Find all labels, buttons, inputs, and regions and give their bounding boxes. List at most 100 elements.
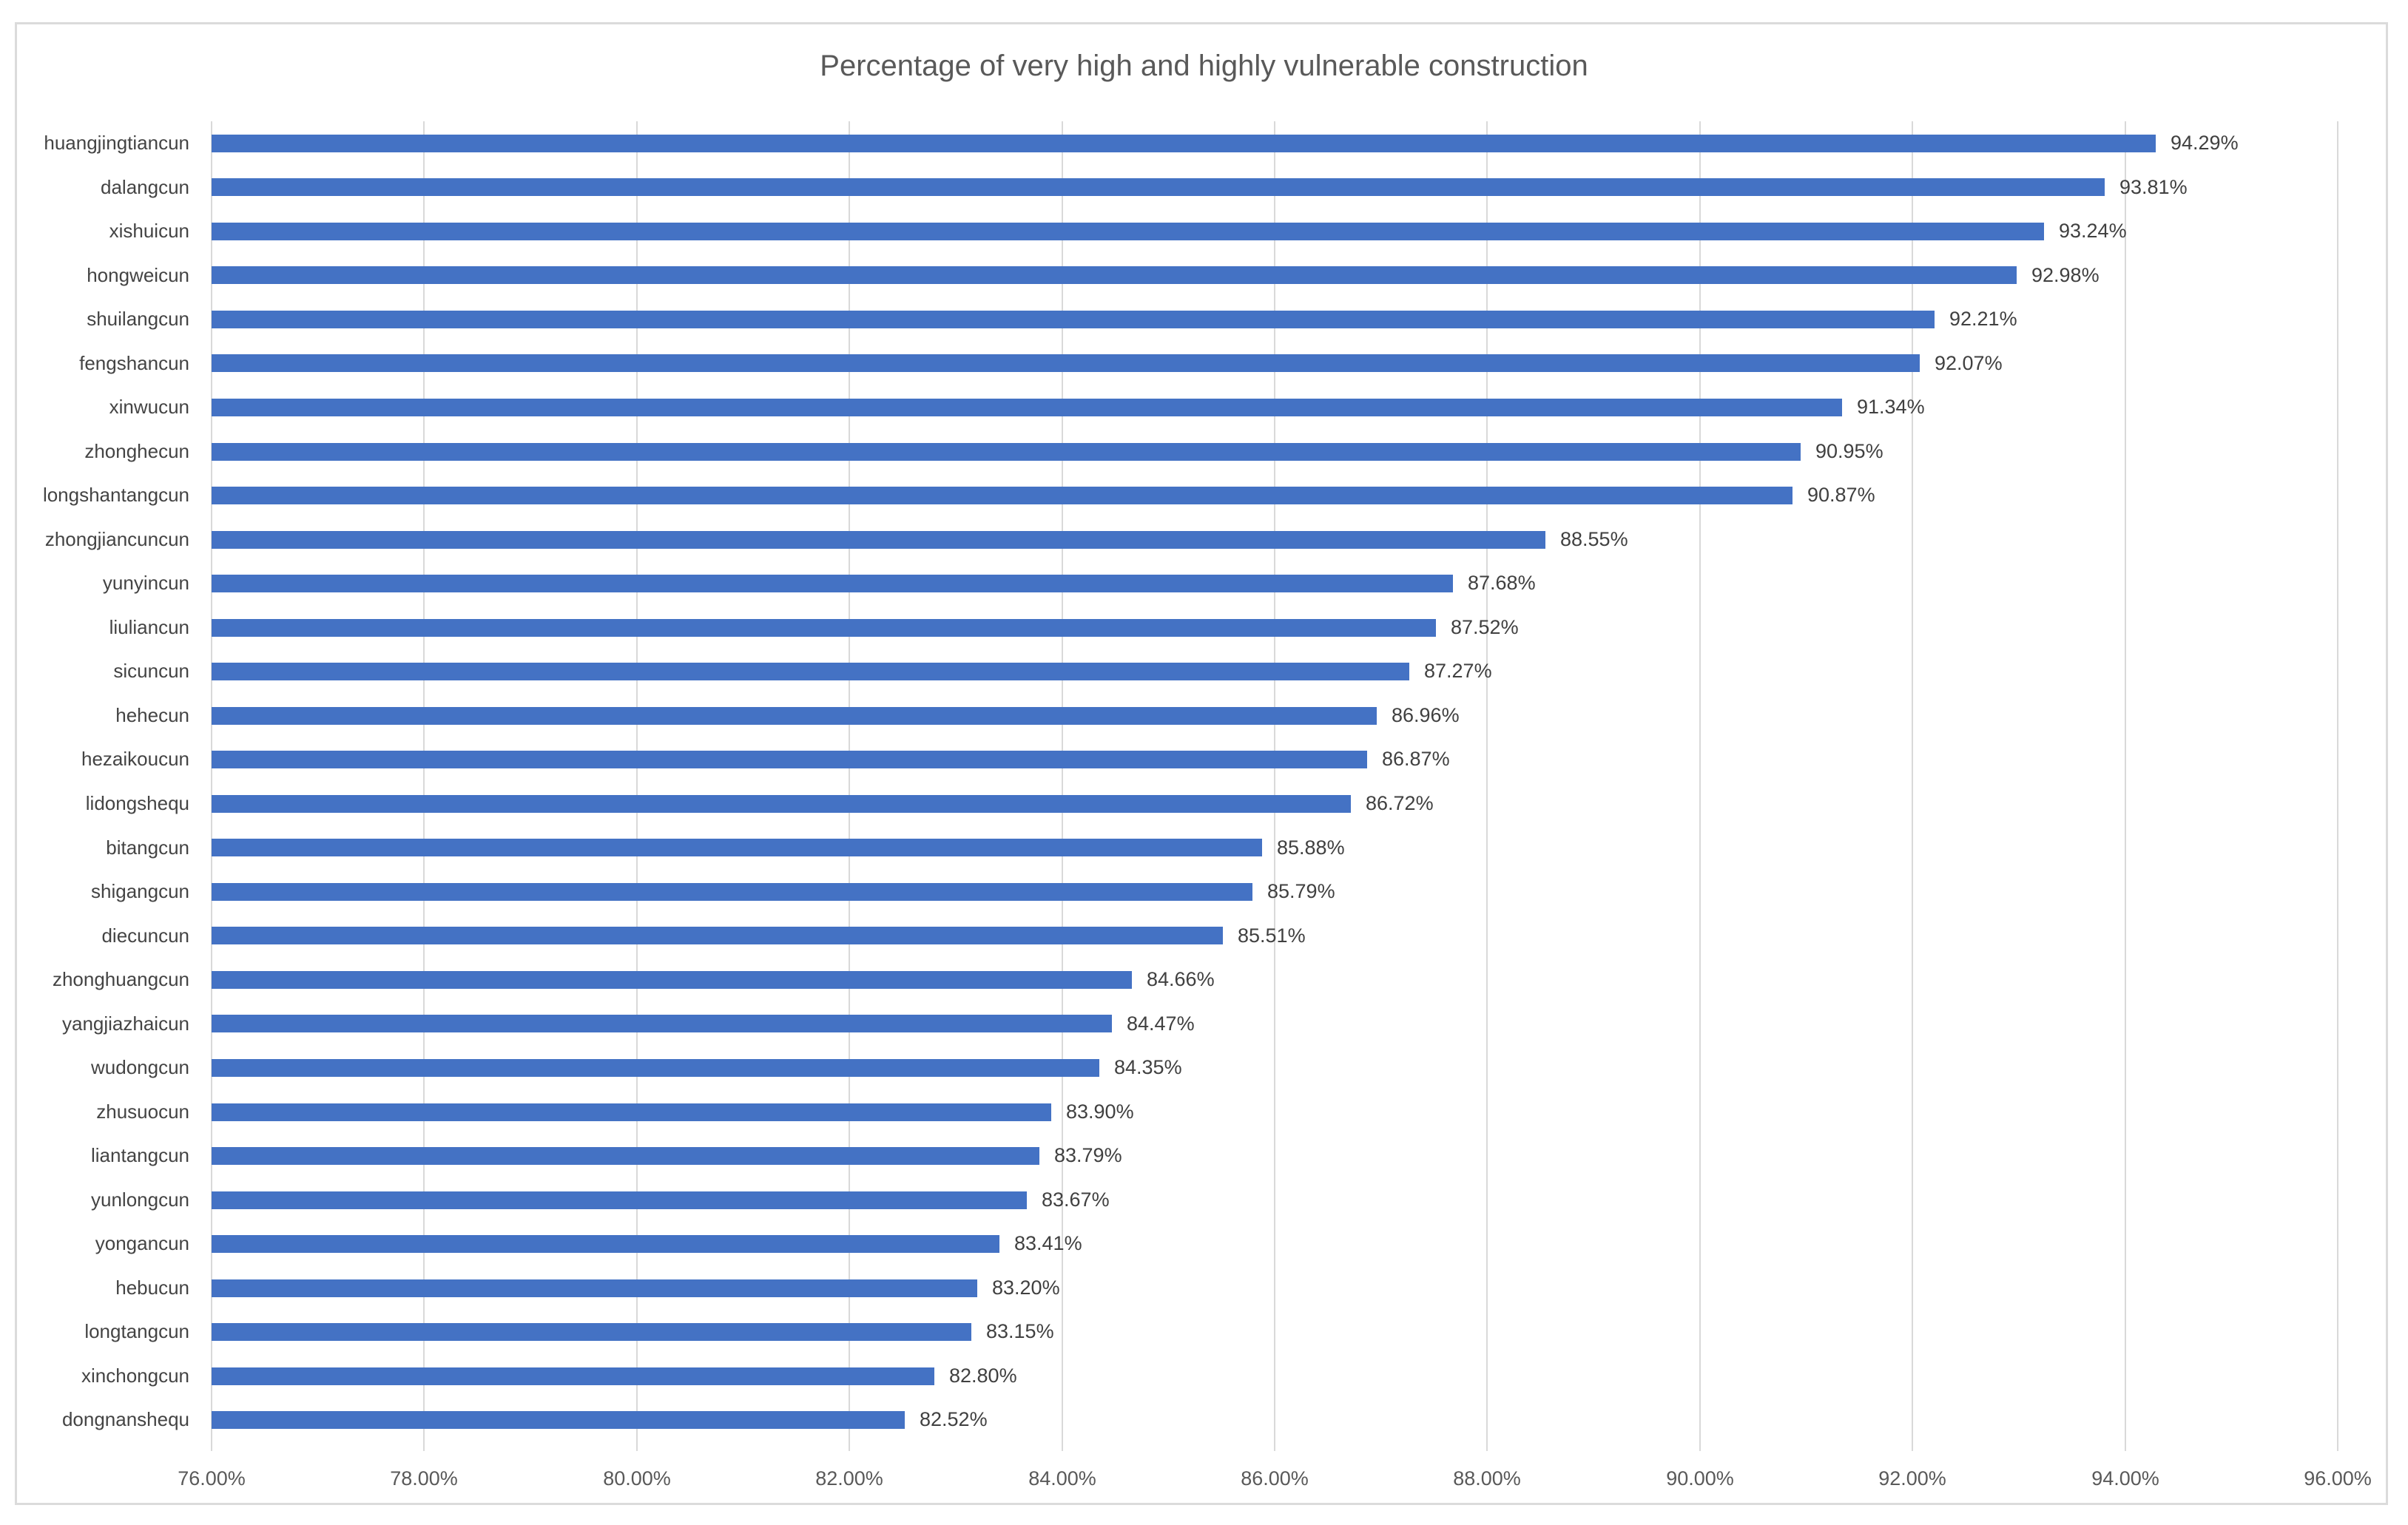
bar <box>212 178 2105 196</box>
category-label: fengshancun <box>79 351 189 374</box>
value-label: 83.20% <box>992 1276 1060 1299</box>
bar <box>212 487 1792 504</box>
bar <box>212 399 1842 416</box>
value-label: 92.98% <box>2031 263 2100 286</box>
value-label: 90.95% <box>1815 439 1883 462</box>
category-label: yangjiazhaicun <box>61 1012 189 1035</box>
value-label: 85.88% <box>1277 836 1345 859</box>
bar <box>212 575 1453 592</box>
x-axis-tick-label: 88.00% <box>1453 1467 1521 1490</box>
x-axis-tick-label: 94.00% <box>2091 1467 2159 1490</box>
value-label: 84.47% <box>1127 1012 1195 1035</box>
value-label: 83.15% <box>986 1320 1054 1343</box>
value-label: 86.96% <box>1392 703 1460 726</box>
category-label: hezaikoucun <box>81 748 189 771</box>
value-label: 84.35% <box>1114 1056 1182 1079</box>
gridline <box>423 121 425 1451</box>
category-label: longtangcun <box>84 1320 189 1343</box>
category-label: xinchongcun <box>81 1364 189 1387</box>
value-label: 92.21% <box>1949 308 2017 331</box>
value-label: 87.68% <box>1468 572 1536 595</box>
bar <box>212 1279 977 1297</box>
value-label: 82.52% <box>920 1408 988 1431</box>
gridline <box>1699 121 1701 1451</box>
value-label: 85.79% <box>1267 880 1335 903</box>
bar <box>212 1015 1112 1032</box>
category-label: zhongjiancuncun <box>44 527 189 550</box>
bar <box>212 311 1935 328</box>
x-axis-tick-label: 90.00% <box>1666 1467 1734 1490</box>
gridline <box>849 121 850 1451</box>
bar <box>212 1103 1051 1121</box>
value-label: 82.80% <box>949 1364 1017 1387</box>
gridline <box>1062 121 1063 1451</box>
bar <box>212 619 1436 637</box>
x-axis-tick-label: 84.00% <box>1028 1467 1096 1490</box>
category-label: zhonghecun <box>84 439 189 462</box>
category-label: wudongcun <box>91 1056 189 1079</box>
category-label: shigangcun <box>91 880 189 903</box>
gridline <box>1486 121 1488 1451</box>
category-label: yunlongcun <box>91 1188 189 1211</box>
x-axis-tick-label: 78.00% <box>390 1467 458 1490</box>
category-label: liantangcun <box>91 1144 189 1167</box>
value-label: 86.72% <box>1366 792 1434 814</box>
category-label: hongweicun <box>87 263 189 286</box>
gridline <box>1912 121 1913 1451</box>
bar <box>212 1059 1099 1077</box>
category-label: yunyincun <box>102 572 189 595</box>
value-label: 84.66% <box>1147 968 1215 991</box>
category-label: hehecun <box>115 703 189 726</box>
chart-title: Percentage of very high and highly vulne… <box>820 50 1588 82</box>
category-label: sicuncun <box>113 660 189 683</box>
bar <box>212 1367 934 1385</box>
value-label: 83.67% <box>1042 1188 1110 1211</box>
bar <box>212 223 2044 240</box>
category-label: xishuicun <box>109 220 189 243</box>
value-label: 90.87% <box>1807 484 1875 507</box>
category-label: zhonghuangcun <box>52 968 189 991</box>
bar <box>212 751 1367 768</box>
plot-area: 76.00% 78.00% 80.00% 82.00% 84.00% 86.00% 88.0… <box>43 121 2372 1490</box>
value-label: 83.90% <box>1066 1100 1134 1123</box>
category-label: bitangcun <box>106 836 189 859</box>
value-label: 87.52% <box>1451 615 1519 638</box>
gridline <box>636 121 638 1451</box>
bar <box>212 443 1801 461</box>
bar <box>212 971 1132 989</box>
value-label: 88.55% <box>1560 527 1628 550</box>
bar <box>212 663 1409 680</box>
bar <box>212 795 1351 813</box>
value-label: 87.27% <box>1424 660 1492 683</box>
bar <box>212 1323 971 1341</box>
category-label: shuilangcun <box>87 308 189 331</box>
category-label: dongnanshequ <box>61 1408 189 1431</box>
bar <box>212 1235 999 1253</box>
bar <box>212 1147 1039 1165</box>
x-axis-tick-label: 86.00% <box>1241 1467 1309 1490</box>
category-label: yongancun <box>95 1232 189 1255</box>
value-label: 93.81% <box>2119 175 2188 198</box>
category-label: lidongshequ <box>85 792 189 814</box>
category-label: hebucun <box>115 1276 189 1299</box>
value-label: 94.29% <box>2171 132 2239 154</box>
category-label: longshantangcun <box>42 484 189 507</box>
value-label: 91.34% <box>1857 396 1925 419</box>
bar <box>212 707 1377 725</box>
value-label: 92.07% <box>1935 351 2003 374</box>
x-axis-tick-label: 92.00% <box>1878 1467 1946 1490</box>
bar <box>212 531 1545 549</box>
value-label: 85.51% <box>1238 924 1306 947</box>
category-label: huangjingtiancun <box>44 132 189 154</box>
value-label: 83.41% <box>1014 1232 1082 1255</box>
value-label: 86.87% <box>1382 748 1450 771</box>
category-label: diecuncun <box>101 924 189 947</box>
category-label: dalangcun <box>101 175 189 198</box>
bar <box>212 266 2017 284</box>
category-label: xinwucun <box>109 396 189 419</box>
bar <box>212 354 1920 372</box>
x-axis-tick-label: 96.00% <box>2304 1467 2372 1490</box>
value-label: 93.24% <box>2059 220 2127 243</box>
category-label: zhusuocun <box>96 1100 189 1123</box>
